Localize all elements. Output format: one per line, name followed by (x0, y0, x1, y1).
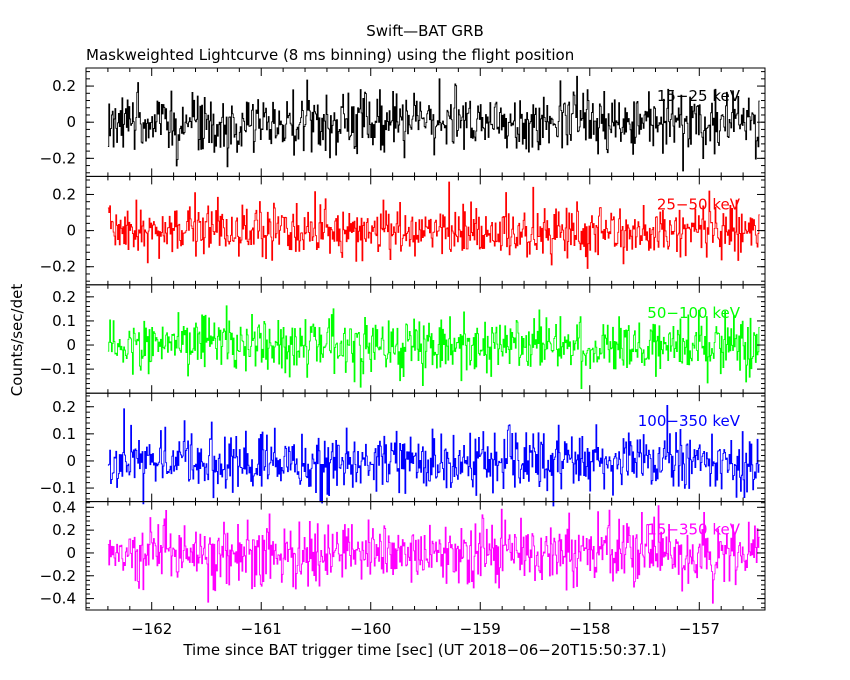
y-tick-label: 0 (66, 544, 76, 562)
band-label-1: 15−25 keV (657, 87, 741, 105)
x-axis-label: Time since BAT trigger time [sec] (UT 20… (182, 641, 666, 659)
series-line-1 (107, 75, 760, 172)
chart-subtitle: Maskweighted Lightcurve (8 ms binning) u… (86, 46, 574, 64)
panel-3: −0.1 0 0.1 0.2 50−100 keV (40, 284, 766, 394)
y-tick-label: −0.1 (40, 479, 76, 497)
band-label-5: 15−350 keV (647, 521, 740, 539)
y-tick-label: 0.1 (52, 312, 76, 330)
panel-5: −0.4 −0.2 0 0.2 0.4 15−350 keV (40, 498, 766, 611)
y-tick-label: 0.2 (52, 288, 76, 306)
y-tick-label: 0.4 (52, 498, 76, 516)
series-line-2 (107, 181, 760, 269)
y-tick-label: 0.1 (52, 425, 76, 443)
y-tick-label: 0.2 (52, 185, 76, 203)
y-tick-label: 0 (66, 113, 76, 131)
y-tick-label: 0 (66, 336, 76, 354)
y-tick-label: −0.2 (40, 567, 76, 585)
y-tick-label: −0.4 (40, 590, 76, 608)
panel-4: −0.1 0 0.1 0.2 100−350 keV (40, 392, 766, 507)
band-label-3: 50−100 keV (647, 304, 740, 322)
x-tick-label: −157 (679, 620, 720, 638)
y-tick-label: 0.2 (52, 521, 76, 539)
band-label-4: 100−350 keV (638, 412, 741, 430)
y-tick-label: −0.2 (40, 258, 76, 276)
y-tick-label: 0 (66, 452, 76, 470)
y-tick-label: 0.2 (52, 398, 76, 416)
x-tick-label: −158 (569, 620, 610, 638)
panel-1: −0.2 0 0.2 15−25 keV (40, 67, 766, 177)
y-axis-label: Counts/sec/det (8, 284, 26, 397)
panel-2: −0.2 0 0.2 25−50 keV (40, 175, 766, 286)
chart-title: Swift—BAT GRB (366, 22, 484, 40)
x-tick-label: −161 (241, 620, 282, 638)
series-line-4 (107, 404, 760, 507)
x-tick-label: −162 (131, 620, 172, 638)
x-tick-label: −160 (350, 620, 391, 638)
band-label-2: 25−50 keV (657, 195, 741, 213)
y-tick-label: 0.2 (52, 77, 76, 95)
y-tick-label: −0.2 (40, 149, 76, 167)
panel-frame (85, 501, 766, 611)
y-tick-label: −0.1 (40, 360, 76, 378)
x-tick-label: −159 (460, 620, 501, 638)
panel-group: −0.2 0 0.2 15−25 keV −0.2 0 0.2 25−50 keV −0.1 0 0… (40, 67, 766, 611)
x-tick-group: −162 −161 −160 −159 −158 −157 (131, 620, 720, 638)
series-line-3 (107, 305, 760, 389)
y-tick-label: 0 (66, 222, 76, 240)
series-line-5 (107, 505, 760, 604)
